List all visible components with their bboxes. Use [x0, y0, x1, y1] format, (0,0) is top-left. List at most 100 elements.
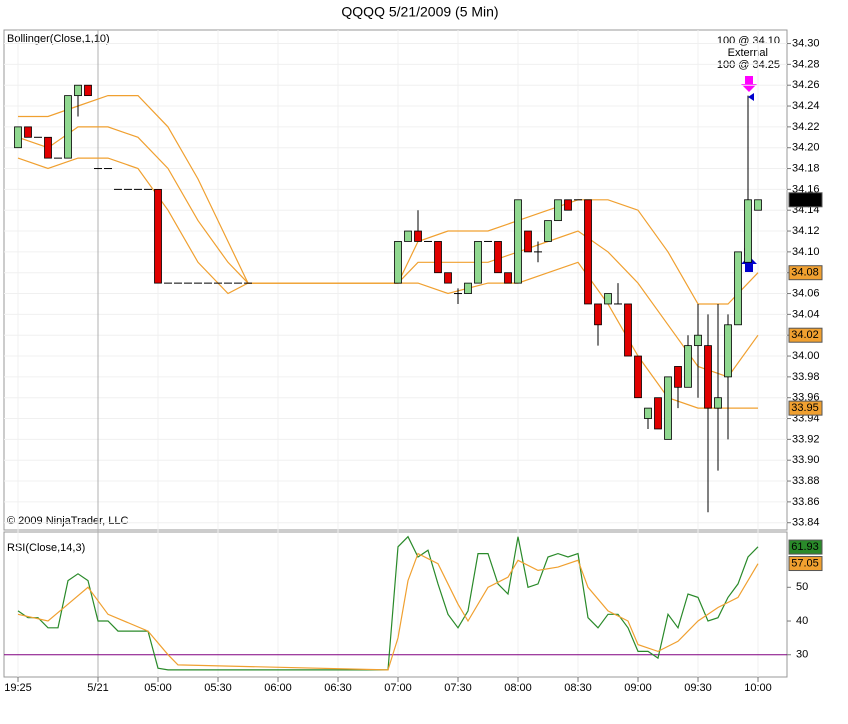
candle-body — [44, 136, 52, 159]
y-tick-label: 34.12 — [792, 225, 820, 237]
candle-body — [414, 230, 422, 242]
indicator-label: Bollinger(Close,1,10) — [7, 33, 110, 45]
y-tick-label: 40 — [796, 615, 808, 627]
candle-body — [404, 230, 412, 242]
y-tick-label: 34.04 — [792, 308, 820, 320]
last-value-label: 61.93 — [791, 541, 819, 553]
candle-body — [604, 293, 612, 305]
last-value-box — [788, 556, 823, 572]
candle-body — [664, 376, 672, 440]
candle-body — [754, 199, 762, 211]
candle-body — [544, 220, 552, 242]
last-value-label: 57.05 — [791, 557, 819, 569]
candle-body — [394, 241, 402, 284]
last-value-label: 33.95 — [791, 402, 819, 414]
price-panel — [3, 29, 788, 531]
x-tick-label: 10:00 — [744, 682, 772, 694]
indicator-label: RSI(Close,14,3) — [7, 542, 85, 554]
x-tick-label: 05:30 — [204, 682, 232, 694]
candle-body — [594, 303, 602, 326]
candle-body — [474, 241, 482, 284]
candle-body — [554, 199, 562, 222]
y-tick-label: 34.28 — [792, 58, 820, 70]
candle-body — [464, 282, 472, 294]
candle-body — [494, 241, 502, 274]
candle-body — [84, 84, 92, 97]
candle-body — [734, 251, 742, 326]
series-line — [17, 157, 758, 409]
y-tick-label: 33.90 — [792, 454, 820, 466]
y-tick-label: 33.96 — [792, 392, 820, 404]
series-line — [18, 95, 759, 305]
candle-body — [724, 324, 732, 378]
candle-body — [694, 334, 702, 347]
candle-body — [674, 366, 682, 388]
candle-body — [654, 397, 662, 430]
x-tick-label: 08:00 — [504, 682, 532, 694]
annotation: External — [728, 47, 768, 59]
chart-title: QQQQ 5/21/2009 (5 Min) — [341, 4, 498, 20]
candle-body — [524, 230, 532, 253]
last-value-box — [788, 265, 823, 281]
candle-body — [714, 397, 722, 409]
candle-body — [684, 345, 692, 388]
candle-body — [644, 407, 652, 419]
series-line — [17, 552, 759, 671]
last-value-box — [788, 327, 823, 343]
y-tick-label: 30 — [796, 649, 808, 661]
y-tick-label: 34.00 — [792, 350, 820, 362]
x-tick-label: 08:30 — [564, 682, 592, 694]
x-tick-label: 06:30 — [324, 682, 352, 694]
candle-body — [744, 199, 752, 263]
y-tick-label: 34.06 — [792, 287, 820, 299]
x-tick-label: 07:00 — [384, 682, 412, 694]
sell-arrow — [741, 76, 757, 92]
y-tick-label: 34.30 — [792, 37, 820, 49]
x-tick-label: 06:00 — [264, 682, 292, 694]
candle-body — [704, 345, 712, 409]
candle-body — [14, 126, 22, 149]
y-tick-label: 34.22 — [792, 121, 820, 133]
last-value-label: 34.02 — [791, 329, 819, 341]
copyright: © 2009 NinjaTrader, LLC — [7, 515, 128, 527]
candle-body — [74, 84, 82, 97]
annotation: 100 @ 34.25 — [717, 59, 780, 71]
x-tick-label: 05:00 — [144, 682, 172, 694]
y-tick-label: 33.86 — [792, 496, 820, 508]
series-line — [17, 126, 759, 378]
last-value-box — [788, 192, 823, 208]
candle-body — [504, 272, 512, 284]
candle-body — [624, 303, 632, 357]
candle-body — [64, 95, 72, 159]
candle-body — [584, 199, 592, 305]
rsi-panel — [3, 531, 788, 678]
last-value-label: 34.08 — [791, 267, 819, 279]
y-tick-label: 34.24 — [792, 100, 820, 112]
y-tick-label: 34.10 — [792, 246, 820, 258]
annotation: 100 @ 34.10 — [717, 35, 780, 47]
candle-body — [434, 241, 442, 274]
x-tick-label: 5/21 — [87, 682, 108, 694]
y-tick-label: 34.26 — [792, 79, 820, 91]
y-tick-label: 33.98 — [792, 371, 820, 383]
y-tick-label: 34.20 — [792, 142, 820, 154]
exit-marker — [748, 93, 754, 101]
y-tick-label: 34.16 — [792, 183, 820, 195]
last-value-box — [788, 400, 823, 416]
x-tick-label: 19:25 — [4, 682, 32, 694]
candle-body — [24, 126, 32, 138]
candle-body — [514, 199, 522, 284]
x-tick-label: 09:30 — [684, 682, 712, 694]
candle-body — [634, 355, 642, 399]
y-tick-label: 33.88 — [792, 475, 820, 487]
x-tick-label: 09:00 — [624, 682, 652, 694]
y-tick-label: 33.92 — [792, 433, 820, 445]
series-line — [17, 535, 759, 671]
last-value-label: 34.15 — [791, 194, 819, 206]
candle-body — [444, 272, 452, 284]
candle-body — [154, 188, 162, 284]
x-tick-label: 07:30 — [444, 682, 472, 694]
last-value-box — [788, 539, 823, 555]
